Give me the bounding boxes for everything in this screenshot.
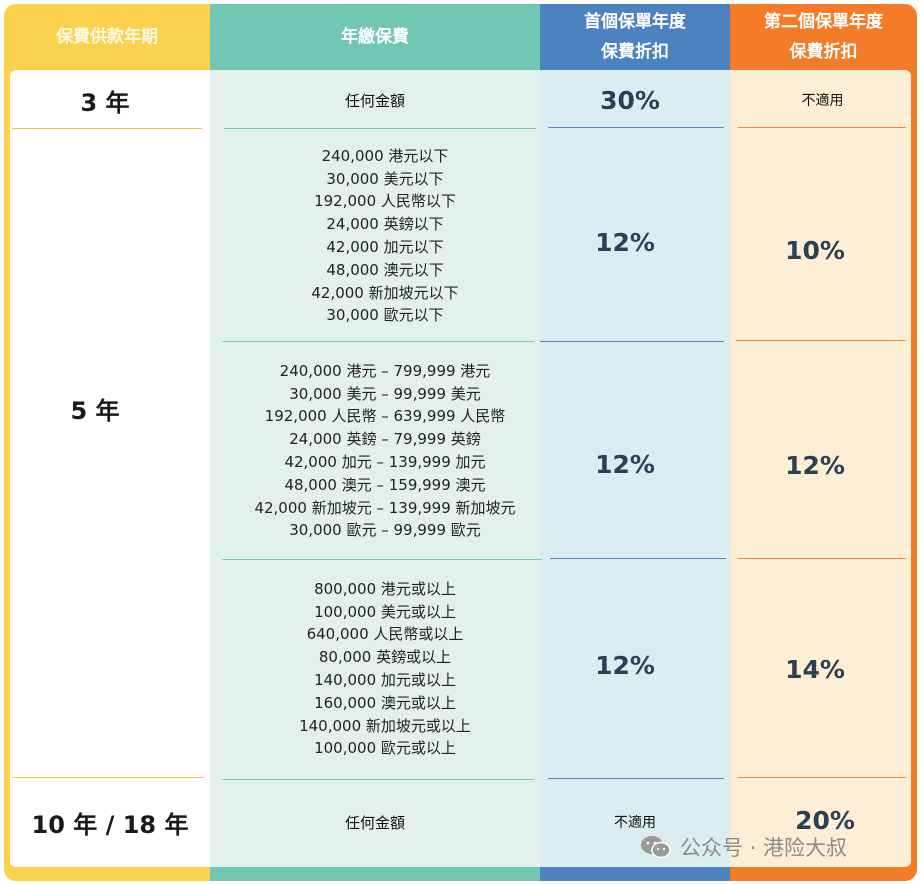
watermark: 公众号 · 港险大叔 (640, 832, 847, 862)
divider (736, 340, 906, 341)
divider (224, 128, 536, 129)
term-column-body (10, 70, 210, 867)
first-year-discount-tier-1: 12% (595, 227, 655, 257)
divider (12, 777, 204, 778)
divider (222, 779, 534, 780)
divider (738, 558, 906, 559)
divider (548, 127, 724, 128)
premium-tier-2: 240,000 港元 – 799,999 港元 30,000 美元 – 99,99… (254, 361, 516, 540)
divider (222, 559, 542, 560)
header-premium: 年繳保費 (341, 27, 409, 47)
second-year-discount-tier-3: 14% (785, 654, 845, 684)
first-year-discount-3y: 30% (600, 85, 660, 115)
divider (738, 777, 906, 778)
divider (12, 128, 202, 129)
first-year-discount-tier-3: 12% (595, 650, 655, 680)
second-year-discount-3y: 不適用 (801, 93, 844, 109)
first-year-discount-tier-2: 12% (595, 449, 655, 479)
divider (550, 558, 726, 559)
term-3-years: 3 年 (80, 88, 130, 117)
divider (738, 127, 906, 128)
term-10-18-years: 10 年 / 18 年 (31, 810, 189, 839)
wechat-icon (640, 834, 672, 860)
header-second-year-discount: 第二個保單年度 保費折扣 (764, 12, 883, 62)
premium-any-amount: 任何金額 (344, 91, 405, 110)
first-year-discount-10-18y: 不適用 (614, 815, 656, 831)
term-5-years: 5 年 (70, 396, 120, 425)
premium-tier-1: 240,000 港元以下 30,000 美元以下 192,000 人民幣以下 24,… (311, 146, 459, 325)
first-year-column-body (540, 70, 730, 867)
second-year-discount-10-18y: 20% (795, 805, 855, 835)
second-year-discount-tier-1: 10% (785, 235, 845, 265)
premium-any-amount: 任何金額 (344, 813, 405, 832)
premium-tier-3: 800,000 港元或以上 100,000 美元或以上 640,000 人民幣或以… (299, 579, 471, 758)
second-year-discount-tier-2: 12% (785, 450, 845, 480)
header-term: 保費供款年期 (56, 27, 158, 47)
divider (222, 341, 534, 342)
divider (548, 778, 724, 779)
divider (540, 341, 724, 342)
premium-column-body (210, 70, 540, 867)
watermark-text: 公众号 · 港险大叔 (680, 836, 848, 860)
header-first-year-discount: 首個保單年度 保費折扣 (584, 12, 686, 62)
second-year-column-body (730, 70, 911, 867)
